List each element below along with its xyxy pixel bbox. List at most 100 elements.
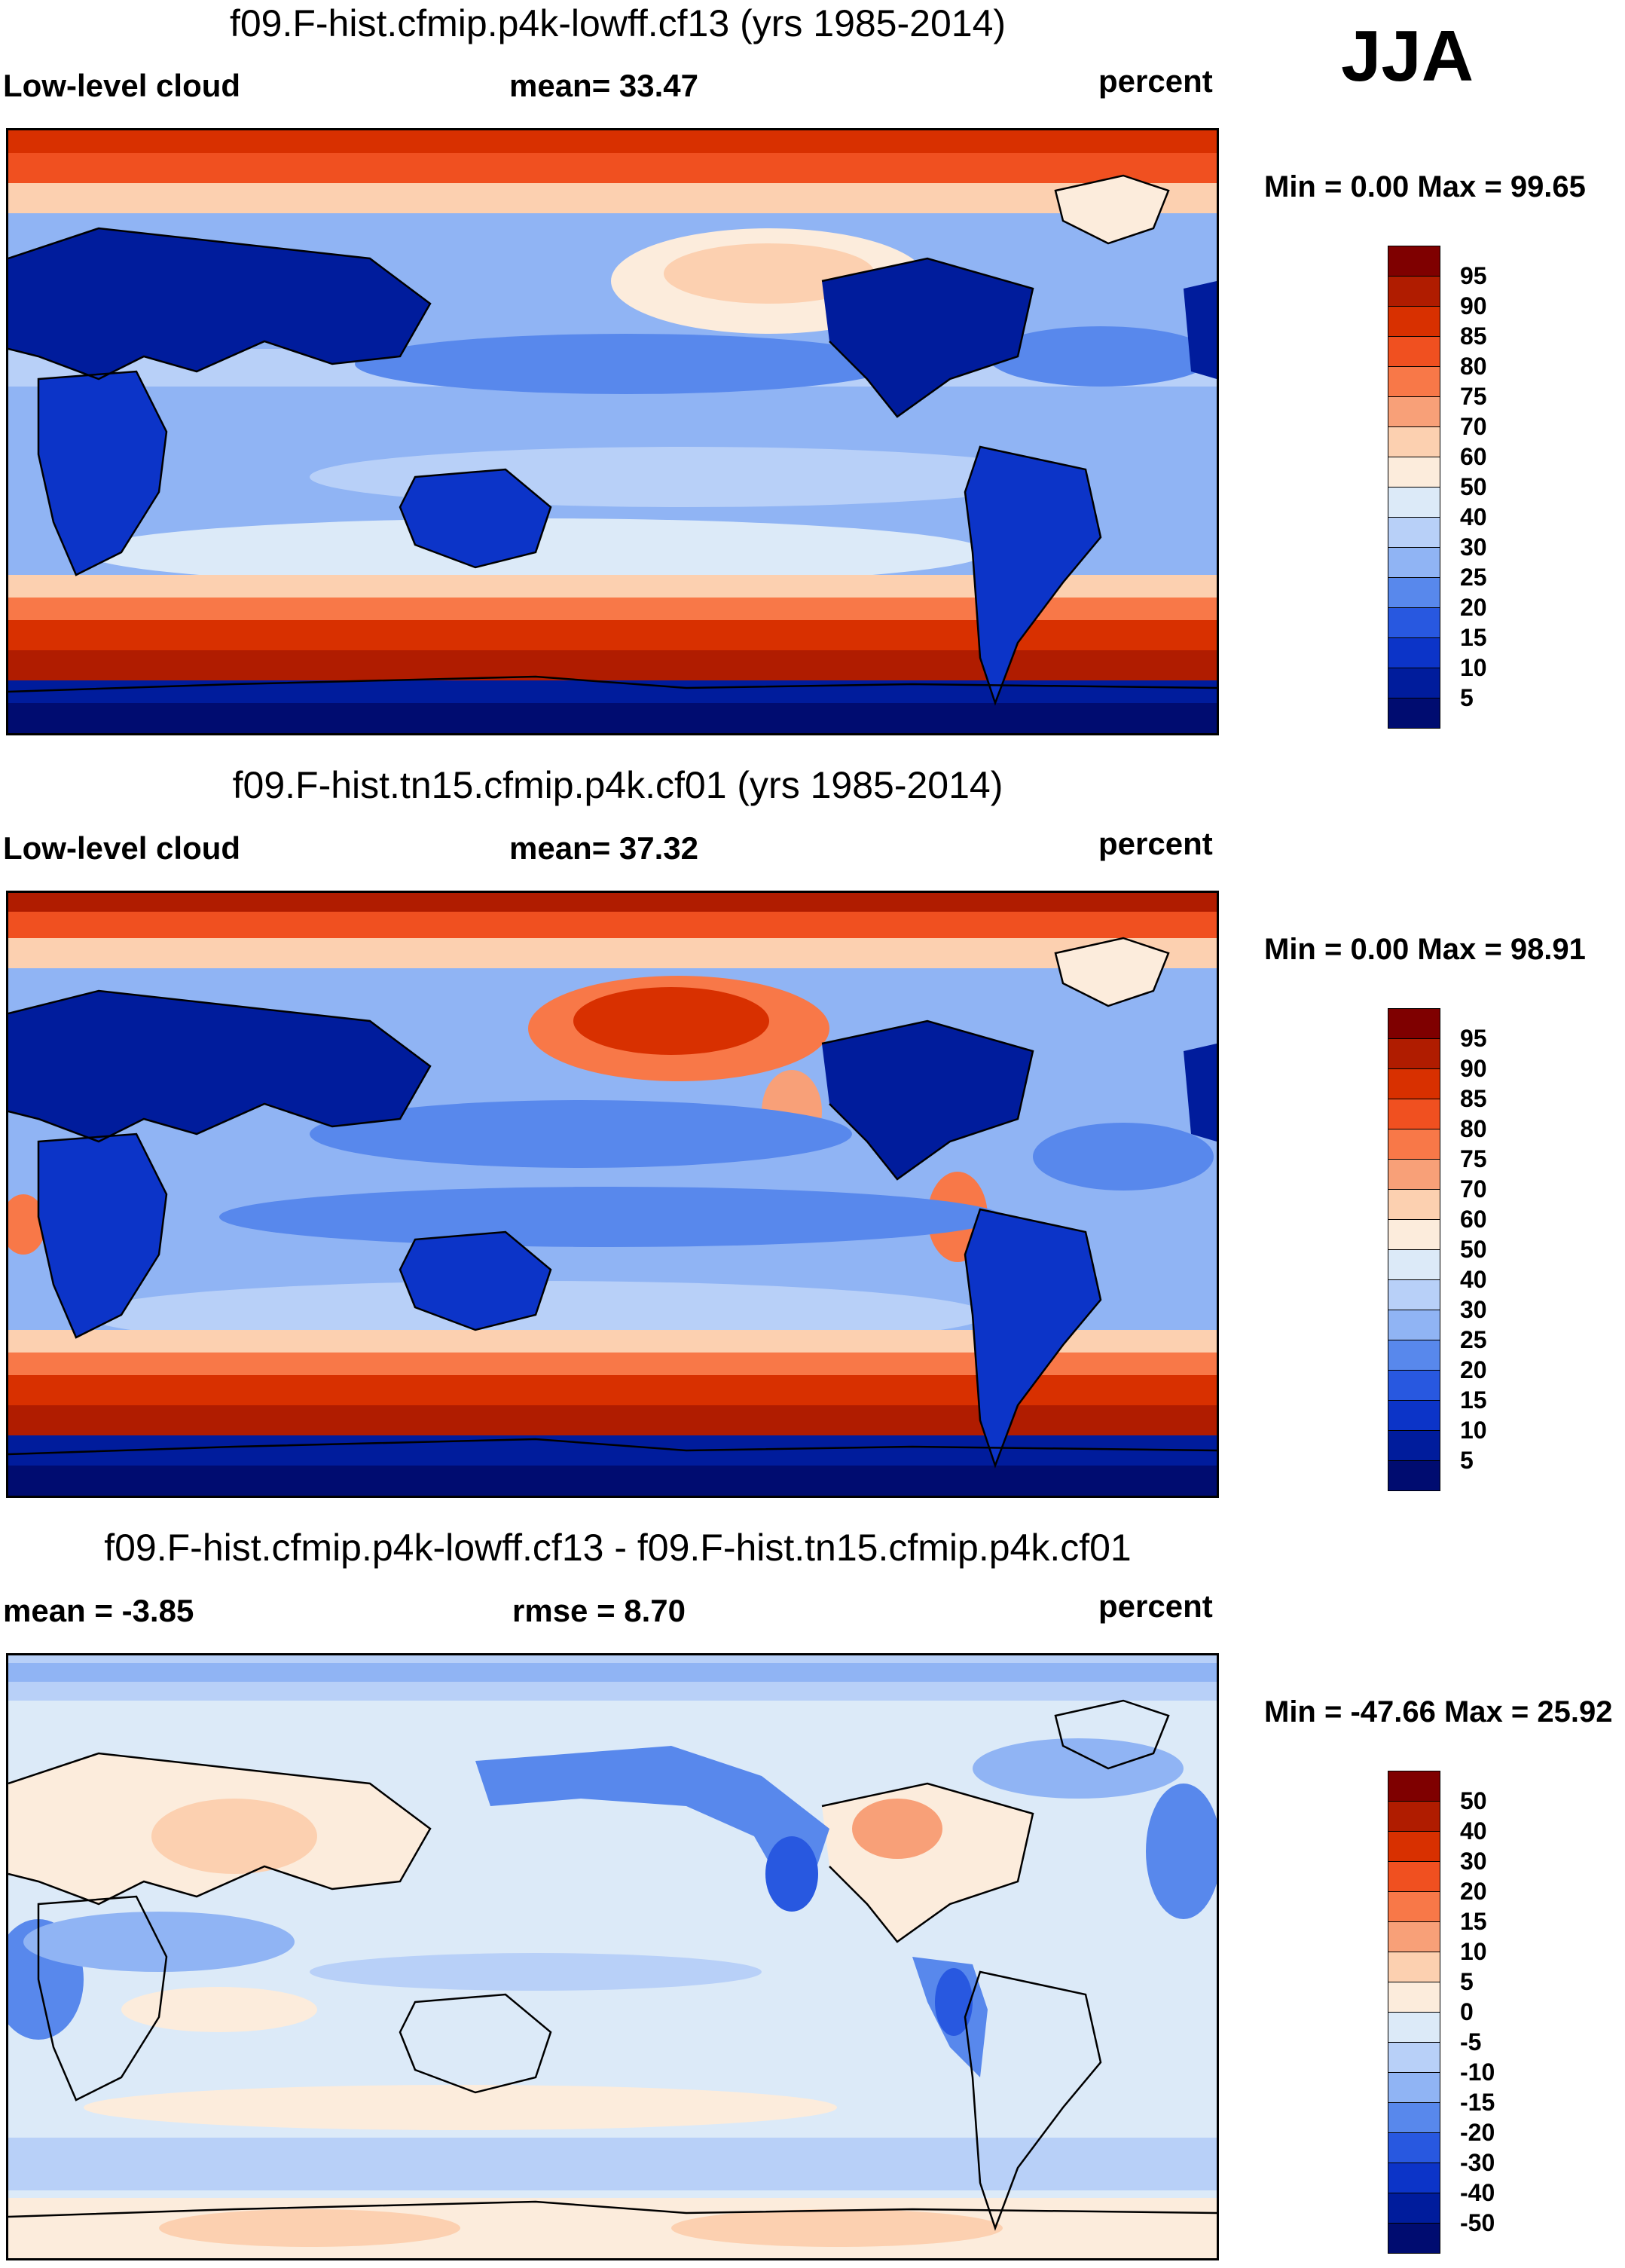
colorbar-segment xyxy=(1388,1038,1440,1069)
colorbar-tick-label: 30 xyxy=(1460,1296,1487,1323)
colorbar-tick-label: 85 xyxy=(1460,322,1487,350)
variable-label: Low-level cloud xyxy=(3,68,241,103)
colorbar-segment xyxy=(1388,2012,1440,2043)
colorbar-segment xyxy=(1388,1771,1440,1802)
colorbar-tick-label: 95 xyxy=(1460,262,1487,289)
colorbar-segment xyxy=(1388,1370,1440,1401)
colorbar-segment xyxy=(1388,2193,1440,2224)
colorbar-tick-label: 40 xyxy=(1460,503,1487,530)
colorbar-tick-label: 90 xyxy=(1460,1055,1487,1082)
colorbar-segment xyxy=(1388,1340,1440,1371)
colorbar-tick-label: -30 xyxy=(1460,2149,1495,2176)
colorbar-tick-label: 30 xyxy=(1460,1848,1487,1875)
colorbar-tick-label: 5 xyxy=(1460,684,1474,711)
units-label: percent xyxy=(1098,1588,1213,1624)
cloud-field-map xyxy=(8,893,1217,1496)
colorbar-segment xyxy=(1388,366,1440,397)
colorbar-tick-label: 15 xyxy=(1460,624,1487,651)
map-panel-1 xyxy=(6,128,1219,735)
colorbar-segment xyxy=(1388,1249,1440,1280)
colorbar-tick-label: 0 xyxy=(1460,1998,1474,2025)
colorbar-tick-label: 10 xyxy=(1460,1938,1487,1965)
cloud-field-map xyxy=(8,130,1217,733)
colorbar-segment xyxy=(1388,1310,1440,1340)
colorbar-tick-label: -10 xyxy=(1460,2059,1495,2086)
colorbar: 95 90 85 80 75 70 60 50 40 30 25 20 15 10 5 xyxy=(1388,1008,1487,1491)
colorbar-tick-label: -15 xyxy=(1460,2089,1495,2116)
colorbar-segment xyxy=(1388,457,1440,488)
colorbar-segment xyxy=(1388,2072,1440,2103)
mean-label: mean= 33.47 xyxy=(509,68,699,103)
colorbar-segment xyxy=(1388,577,1440,608)
colorbar-tick-label: 80 xyxy=(1460,1115,1487,1142)
colorbar-segment xyxy=(1388,1159,1440,1190)
season-label: JJA xyxy=(1341,16,1474,96)
colorbar-segment xyxy=(1388,637,1440,668)
colorbar-segment xyxy=(1388,668,1440,698)
colorbar-tick-label: 70 xyxy=(1460,1175,1487,1203)
colorbar-tick-label: 40 xyxy=(1460,1817,1487,1845)
panel-title: f09.F-hist.cfmip.p4k-lowff.cf13 - f09.F-… xyxy=(104,1527,1132,1569)
colorbar-segment xyxy=(1388,607,1440,638)
colorbar-segment xyxy=(1388,1891,1440,1922)
colorbar-tick-label: 75 xyxy=(1460,383,1487,410)
rmse-label: rmse = 8.70 xyxy=(512,1593,686,1628)
colorbar-tick-label: 60 xyxy=(1460,1206,1487,1233)
colorbar-tick-label: 60 xyxy=(1460,443,1487,470)
colorbar-segment xyxy=(1388,1129,1440,1160)
colorbar-tick-label: 25 xyxy=(1460,564,1487,591)
colorbar-segment xyxy=(1388,1921,1440,1952)
colorbar-tick-label: 5 xyxy=(1460,1447,1474,1474)
min-max-label: Min = 0.00 Max = 98.91 xyxy=(1264,933,1586,966)
colorbar-segment xyxy=(1388,1982,1440,2013)
colorbar-tick-label: 50 xyxy=(1460,1787,1487,1814)
colorbar-segment xyxy=(1388,1460,1440,1491)
colorbar-tick-label: 20 xyxy=(1460,1878,1487,1905)
colorbar-segment xyxy=(1388,1831,1440,1862)
colorbar-segment xyxy=(1388,487,1440,518)
units-label: percent xyxy=(1098,826,1213,861)
colorbar-tick-label: 15 xyxy=(1460,1386,1487,1414)
colorbar-tick-label: 40 xyxy=(1460,1266,1487,1293)
colorbar-segment xyxy=(1388,246,1440,277)
colorbar-segment xyxy=(1388,2102,1440,2133)
colorbar-tick-label: 10 xyxy=(1460,1417,1487,1444)
colorbar-segment xyxy=(1388,1861,1440,1892)
colorbar-tick-label: 5 xyxy=(1460,1968,1474,1995)
colorbar-segment xyxy=(1388,1189,1440,1220)
colorbar-tick-label: 70 xyxy=(1460,413,1487,440)
mean-label: mean= 37.32 xyxy=(509,830,699,866)
colorbar-segment xyxy=(1388,517,1440,548)
colorbar: 50 40 30 20 15 10 5 0 -5 -10 -15 -20 -30 -40 -50 xyxy=(1388,1771,1495,2254)
colorbar-tick-label: 80 xyxy=(1460,353,1487,380)
panel-title: f09.F-hist.cfmip.p4k-lowff.cf13 (yrs 198… xyxy=(229,2,1006,44)
colorbar-tick-label: -5 xyxy=(1460,2028,1482,2056)
colorbar-segment xyxy=(1388,1068,1440,1099)
colorbar-tick-label: -20 xyxy=(1460,2119,1495,2146)
colorbar-tick-label: 20 xyxy=(1460,594,1487,621)
colorbar-segment xyxy=(1388,2163,1440,2193)
colorbar-segment xyxy=(1388,1008,1440,1039)
colorbar-tick-label: 10 xyxy=(1460,654,1487,681)
colorbar-segment xyxy=(1388,547,1440,578)
colorbar-tick-label: 25 xyxy=(1460,1326,1487,1353)
colorbar-segment xyxy=(1388,1219,1440,1250)
cloud-difference-map xyxy=(8,1655,1217,2258)
colorbar-segment xyxy=(1388,1952,1440,1982)
colorbar: 95 90 85 80 75 70 60 50 40 30 25 20 15 10 5 xyxy=(1388,246,1487,729)
colorbar-tick-label: 85 xyxy=(1460,1085,1487,1112)
colorbar-segment xyxy=(1388,1400,1440,1431)
colorbar-segment xyxy=(1388,1430,1440,1461)
colorbar-segment xyxy=(1388,2042,1440,2073)
colorbar-segment xyxy=(1388,2132,1440,2163)
colorbar-segment xyxy=(1388,2223,1440,2254)
colorbar-tick-label: -40 xyxy=(1460,2179,1495,2206)
colorbar-segment xyxy=(1388,1099,1440,1129)
colorbar-tick-label: 95 xyxy=(1460,1025,1487,1052)
colorbar-segment xyxy=(1388,426,1440,457)
map-panel-3 xyxy=(6,1653,1219,2260)
colorbar-tick-label: 15 xyxy=(1460,1908,1487,1935)
map-panel-2 xyxy=(6,891,1219,1498)
min-max-label: Min = 0.00 Max = 99.65 xyxy=(1264,170,1586,203)
colorbar-tick-label: -50 xyxy=(1460,2209,1495,2236)
